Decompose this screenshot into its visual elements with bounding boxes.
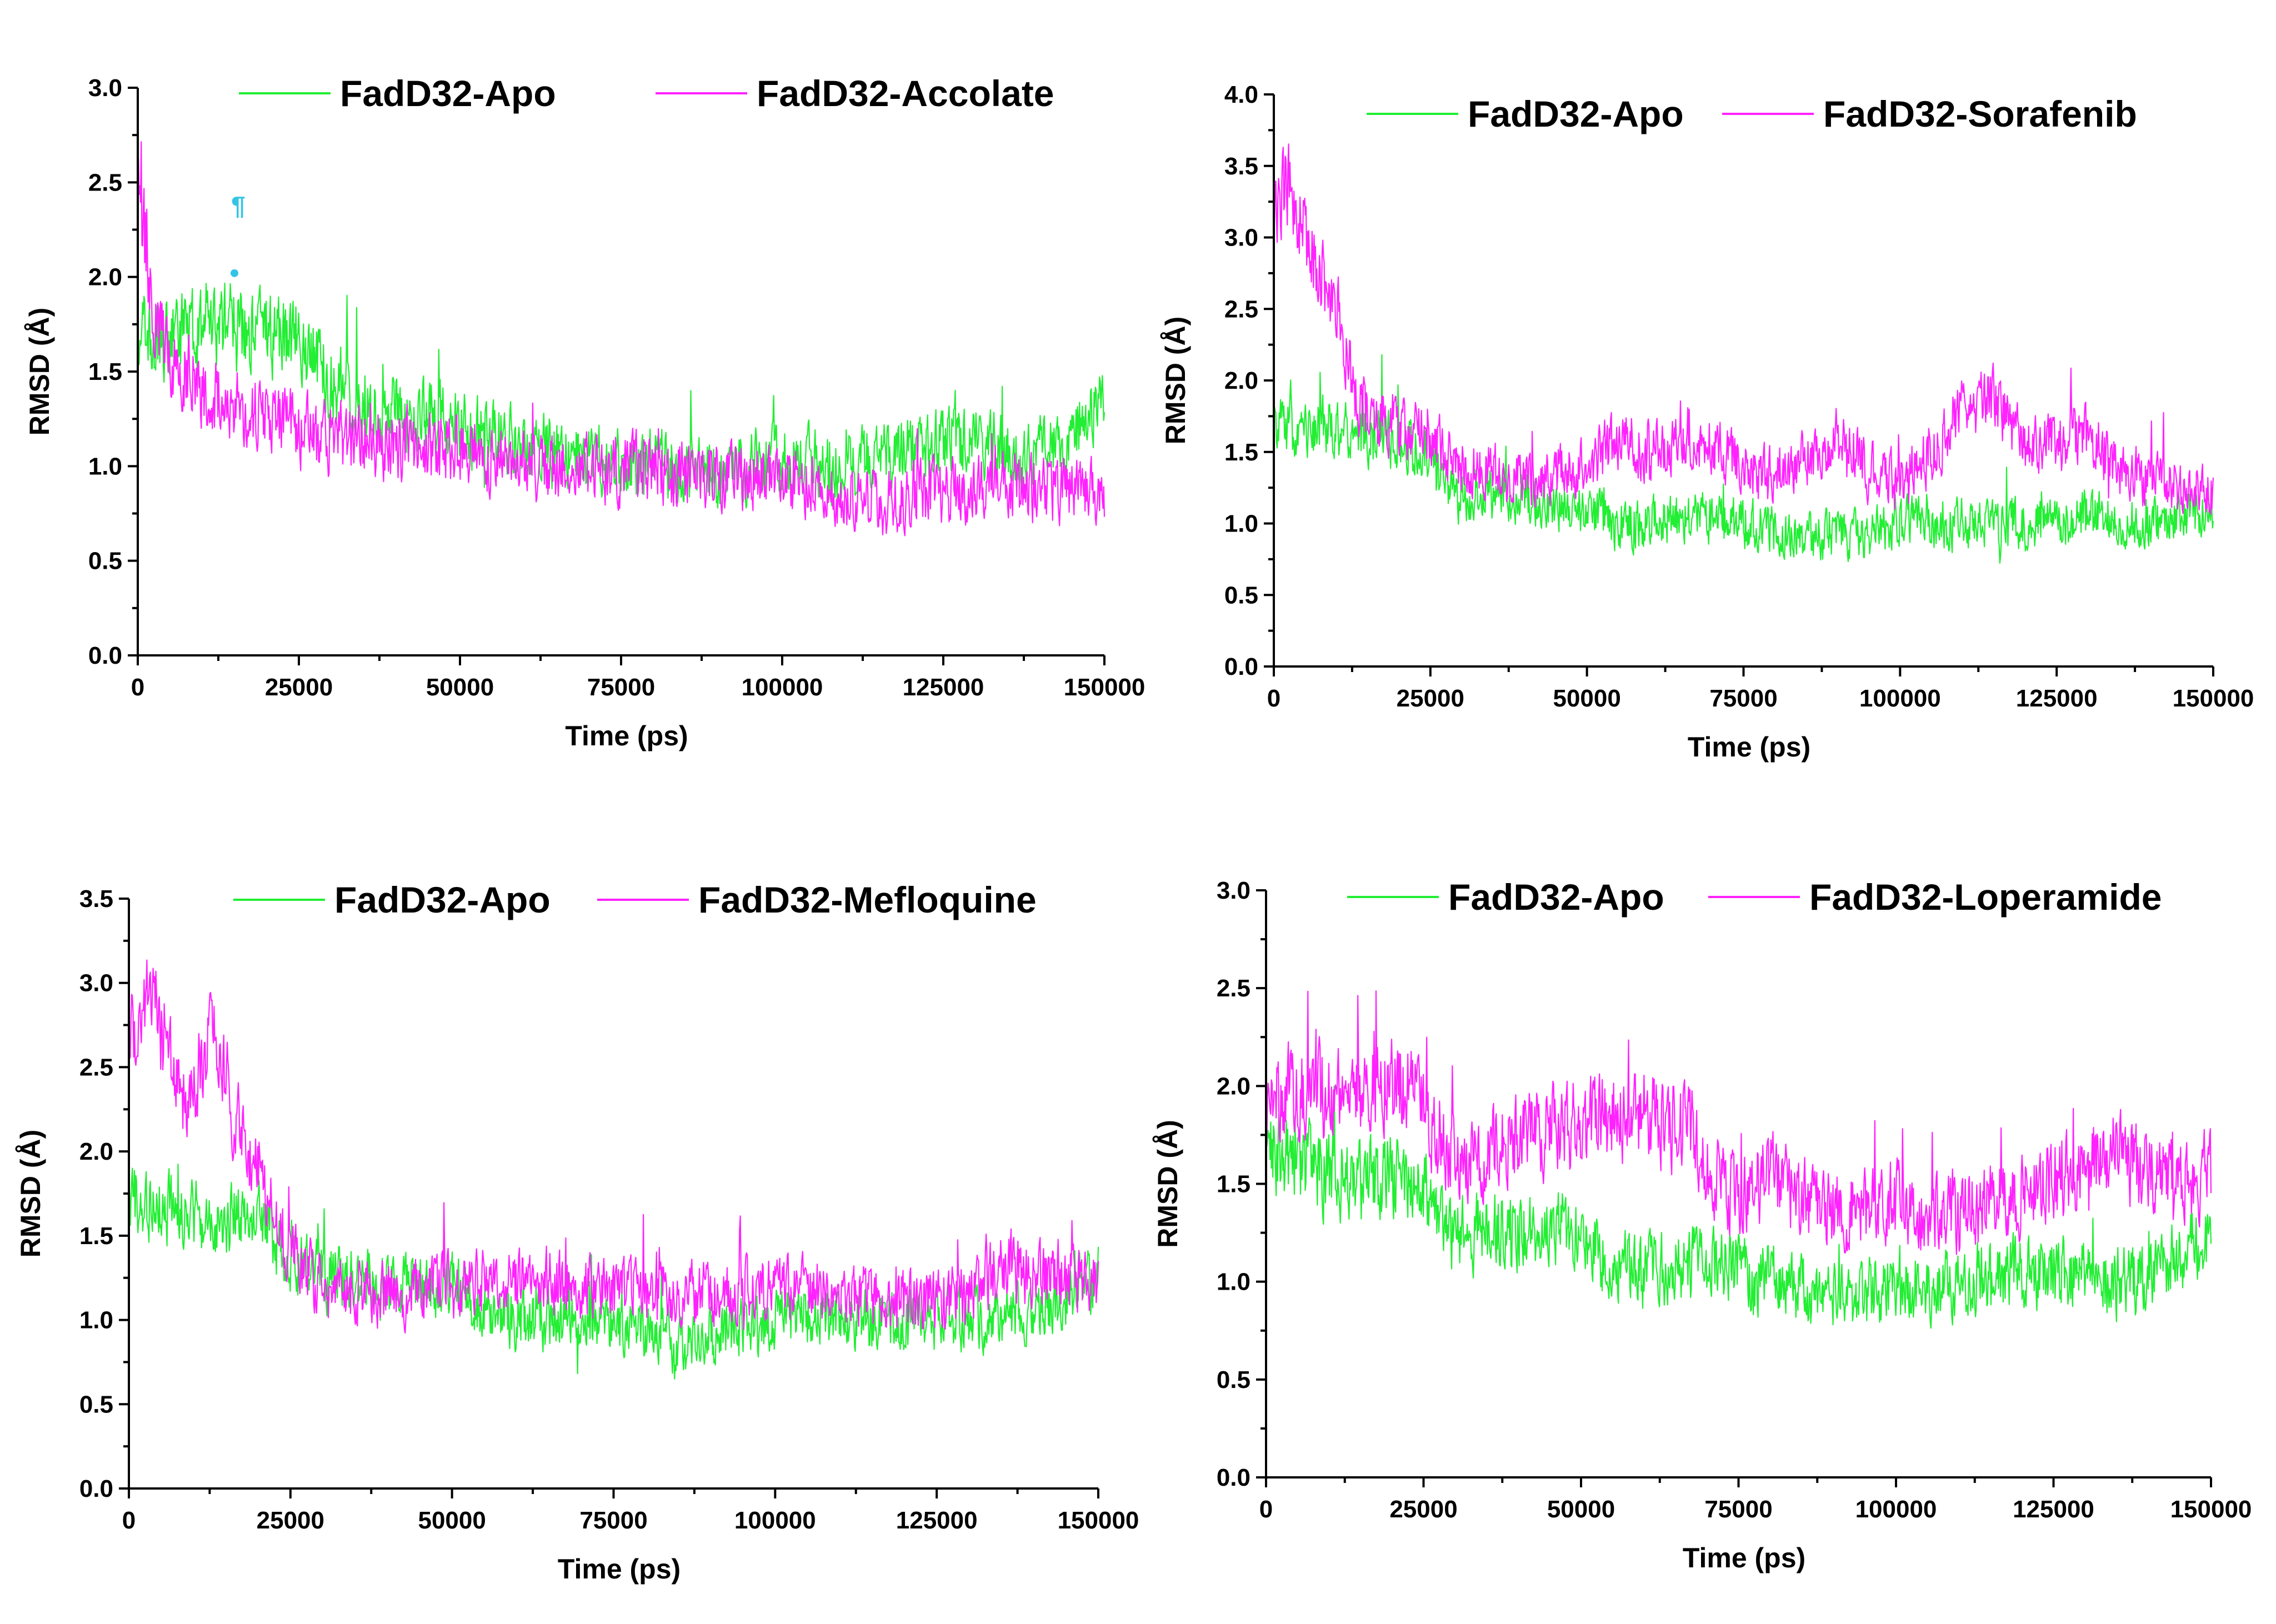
x-axis-title: Time (ps) [558,1553,681,1585]
series-line-fadd32-mefloquine [128,959,1099,1334]
x-axis-title: Time (ps) [1688,731,1810,763]
y-tick-label: 4.0 [1224,81,1258,108]
y-tick-label: 2.5 [88,169,122,196]
x-tick-label: 100000 [1859,685,1941,712]
y-tick-label: 1.0 [1224,510,1258,538]
panel-accolate: 0 25000 50000 75000 100000 125000 150000 0.0 0.5… [24,73,1145,751]
y-tick-label: 0.0 [1224,653,1258,680]
legend-label-fadd32-apo: FadD32-Apo [334,879,551,920]
x-axis-title: Time (ps) [1683,1542,1805,1573]
legend-label-fadd32-apo: FadD32-Apo [340,73,556,114]
x-tick-label: 100000 [742,674,823,701]
x-tick-label: 100000 [734,1507,816,1534]
legend-label-fadd32-accolate: FadD32-Accolate [757,73,1054,114]
y-tick-label: 0.5 [1224,582,1258,609]
panel-loperamide: 0 25000 50000 75000 100000 125000 150000 0.0 0.5… [1152,876,2252,1573]
x-tick-label: 50000 [1547,1496,1615,1523]
y-tick-label: 1.0 [88,453,122,480]
y-tick-label: 2.5 [79,1054,113,1081]
x-tick-label: 0 [1267,685,1280,712]
x-tick-label: 75000 [1709,685,1777,712]
annotation-mark: ¶ [231,191,246,220]
annotation-dot [231,269,238,277]
y-tick-label: 2.5 [1217,975,1250,1002]
y-tick-label: 1.0 [79,1307,113,1334]
y-tick-label: 1.5 [88,358,122,385]
x-tick-label: 125000 [2016,685,2098,712]
x-tick-label: 25000 [257,1507,324,1534]
y-tick-label: 0.5 [79,1391,113,1418]
x-tick-label: 75000 [579,1507,647,1534]
y-tick-label: 1.5 [1224,439,1258,466]
y-tick-label: 1.5 [79,1222,113,1250]
x-tick-label: 150000 [2170,1496,2252,1523]
panel-mefloquine: 0 25000 50000 75000 100000 125000 150000 0.0 0.5… [15,879,1139,1585]
series-line-fadd32-loperamide [1265,990,2212,1255]
y-tick-label: 0.5 [88,548,122,575]
y-tick-label: 0.0 [1217,1464,1250,1491]
series-line-fadd32-apo [1265,1085,2212,1329]
x-tick-label: 125000 [896,1507,978,1534]
x-tick-label: 150000 [2173,685,2254,712]
x-tick-label: 75000 [1704,1496,1772,1523]
y-tick-label: 2.0 [88,264,122,291]
x-tick-label: 50000 [426,674,494,701]
y-tick-label: 0.0 [88,642,122,669]
x-tick-label: 0 [122,1507,136,1534]
x-tick-label: 50000 [418,1507,486,1534]
legend-label-fadd32-loperamide: FadD32-Loperamide [1809,876,2162,918]
y-tick-label: 0.0 [79,1475,113,1502]
y-tick-label: 3.0 [79,970,113,997]
x-tick-label: 0 [131,674,144,701]
y-tick-label: 1.0 [1217,1269,1250,1296]
x-tick-label: 25000 [1389,1496,1457,1523]
x-axis-title: Time (ps) [565,720,688,751]
y-axis-title: RMSD (Å) [1160,317,1191,445]
series-line-fadd32-accolate [137,141,1106,537]
x-tick-label: 100000 [1855,1496,1937,1523]
x-tick-label: 150000 [1064,674,1145,701]
y-tick-label: 3.5 [1224,153,1258,180]
legend-label-fadd32-apo: FadD32-Apo [1468,93,1684,134]
legend-label-fadd32-apo: FadD32-Apo [1448,876,1664,918]
y-tick-label: 3.0 [1224,224,1258,252]
x-tick-label: 50000 [1553,685,1620,712]
x-tick-label: 25000 [1397,685,1464,712]
panel-sorafenib: 0 25000 50000 75000 100000 125000 150000 0.0 0.5… [1160,81,2254,763]
y-tick-label: 2.0 [1224,367,1258,394]
y-tick-label: 3.0 [88,74,122,102]
series-line-fadd32-apo [137,282,1106,509]
y-tick-label: 2.0 [1217,1072,1250,1100]
x-tick-label: 25000 [265,674,333,701]
x-tick-label: 125000 [2013,1496,2094,1523]
y-tick-label: 1.5 [1217,1171,1250,1198]
legend-label-fadd32-mefloquine: FadD32-Mefloquine [698,879,1037,920]
y-tick-label: 3.5 [79,885,113,913]
y-tick-label: 2.0 [79,1138,113,1165]
y-tick-label: 3.0 [1217,877,1250,904]
y-tick-label: 0.5 [1217,1366,1250,1394]
y-tick-label: 2.5 [1224,295,1258,323]
x-tick-label: 75000 [587,674,655,701]
y-axis-title: RMSD (Å) [15,1130,46,1258]
series-line-fadd32-sorafenib [1273,143,2214,515]
x-tick-label: 125000 [903,674,984,701]
x-tick-label: 150000 [1058,1507,1139,1534]
legend-label-fadd32-sorafenib: FadD32-Sorafenib [1823,93,2137,134]
x-tick-label: 0 [1259,1496,1273,1523]
y-axis-title: RMSD (Å) [1152,1120,1183,1248]
y-axis-title: RMSD (Å) [24,308,55,436]
